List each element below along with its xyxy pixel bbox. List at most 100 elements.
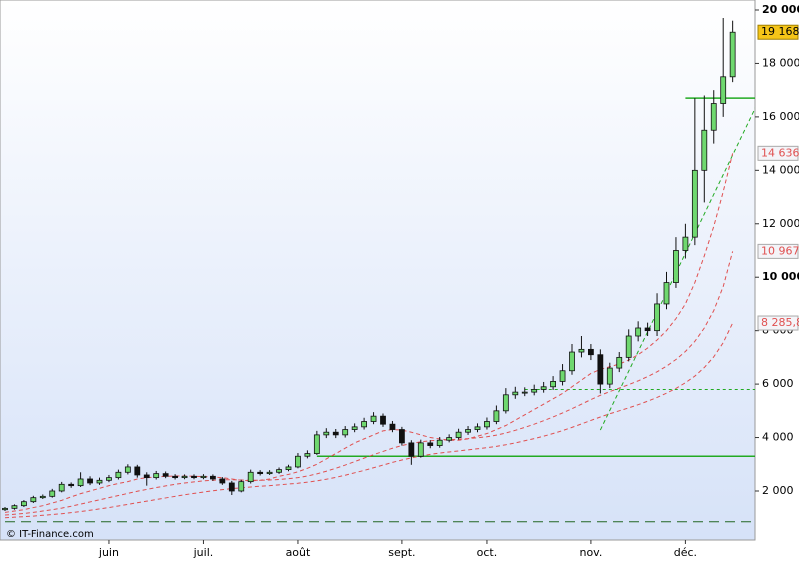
candle-body	[550, 381, 556, 388]
candle-body	[172, 475, 179, 479]
y-tick-label: 6 000	[762, 377, 794, 390]
candle-body	[87, 478, 93, 484]
x-tick-label: oct.	[477, 546, 498, 559]
x-tick-label: nov.	[579, 546, 602, 559]
candle-body	[106, 477, 112, 481]
candle-body	[446, 437, 453, 441]
candle-body	[474, 426, 481, 430]
candle-body	[370, 415, 377, 422]
candle-body	[39, 495, 46, 499]
candle-body	[729, 31, 736, 78]
ma-label: 14 636	[761, 146, 799, 159]
candle-body	[427, 442, 434, 446]
candle-body	[644, 327, 651, 332]
candle-body	[616, 356, 623, 369]
moving-average	[4, 322, 734, 519]
x-tick-label: août	[286, 546, 311, 559]
candle-body	[417, 442, 424, 457]
candle-body	[295, 455, 301, 468]
candle-body	[654, 303, 660, 332]
plot-area	[0, 0, 756, 541]
ma-label: 8 285,8	[761, 316, 799, 329]
candle-body	[238, 481, 245, 492]
y-tick-label: 10 000	[762, 270, 799, 283]
candle-body	[540, 386, 547, 390]
candle-body	[682, 236, 689, 251]
candle-body	[191, 475, 197, 479]
candle-body	[521, 391, 528, 394]
candle-body	[228, 482, 235, 492]
candle-body	[710, 103, 717, 131]
ma-label-box	[757, 243, 799, 259]
candle-body	[484, 421, 490, 428]
candle-body	[58, 483, 65, 492]
candle-body	[380, 415, 386, 425]
candle-body	[313, 434, 320, 454]
candle-body	[30, 497, 37, 503]
candle-body	[219, 478, 226, 484]
candle-body	[247, 471, 254, 483]
candle-body	[597, 354, 604, 385]
candle-body	[635, 327, 642, 337]
candle-body	[162, 473, 169, 477]
candle-body	[77, 478, 84, 487]
candle-body	[351, 426, 358, 430]
candle-body	[257, 471, 264, 475]
candle-body	[209, 475, 216, 480]
moving-average	[4, 251, 734, 516]
candle-body	[389, 423, 396, 430]
candle-body	[625, 335, 632, 358]
candle-body	[342, 429, 349, 436]
candle-body	[285, 466, 292, 471]
ma-label-box	[757, 145, 799, 161]
trend-line	[599, 107, 755, 431]
candle-body	[266, 471, 273, 475]
candle-body	[2, 507, 8, 511]
candle-body	[49, 490, 56, 497]
candle-body	[408, 442, 415, 457]
candle-body	[588, 348, 594, 356]
candle-body	[181, 475, 188, 479]
plot-layer	[2, 18, 755, 523]
candle-body	[68, 483, 75, 487]
candle-body	[606, 367, 613, 385]
y-tick-label: 4 000	[762, 431, 794, 444]
y-tick-label: 16 000	[762, 110, 799, 123]
candle-body	[323, 431, 330, 436]
candle-body	[502, 394, 509, 412]
y-tick-label: 18 000	[762, 56, 799, 69]
y-tick-label: 12 000	[762, 217, 799, 230]
candle-body	[436, 439, 443, 446]
ma-label-box	[757, 315, 799, 331]
candle-body	[455, 431, 462, 438]
candle-body	[304, 453, 311, 457]
candle-body	[332, 431, 339, 436]
candle-body	[124, 466, 131, 473]
x-tick-label: sept.	[388, 546, 415, 559]
candle-body	[465, 429, 471, 433]
candle-body	[20, 501, 27, 507]
x-tick-label: juin	[98, 546, 119, 559]
candle-body	[569, 351, 575, 372]
candle-body	[663, 282, 670, 305]
candle-body	[720, 76, 727, 104]
candle-body	[673, 250, 679, 283]
x-tick-label: juil.	[193, 546, 214, 559]
candle-body	[493, 410, 500, 422]
x-tick-label: déc.	[674, 546, 697, 559]
footer: © IT-Finance.com	[6, 529, 94, 540]
ma-label: 10 967	[761, 244, 799, 257]
y-tick-label: 2 000	[762, 484, 794, 497]
y-tick-label: 20 000	[762, 3, 799, 16]
candle-body	[134, 466, 141, 476]
candle-body	[691, 169, 698, 238]
candle-body	[361, 421, 368, 428]
candle-body	[200, 475, 207, 479]
candle-body	[701, 129, 708, 171]
candle-body	[143, 474, 150, 479]
last-price-box	[757, 24, 799, 40]
candle-body	[398, 429, 405, 444]
candle-body	[512, 391, 519, 396]
